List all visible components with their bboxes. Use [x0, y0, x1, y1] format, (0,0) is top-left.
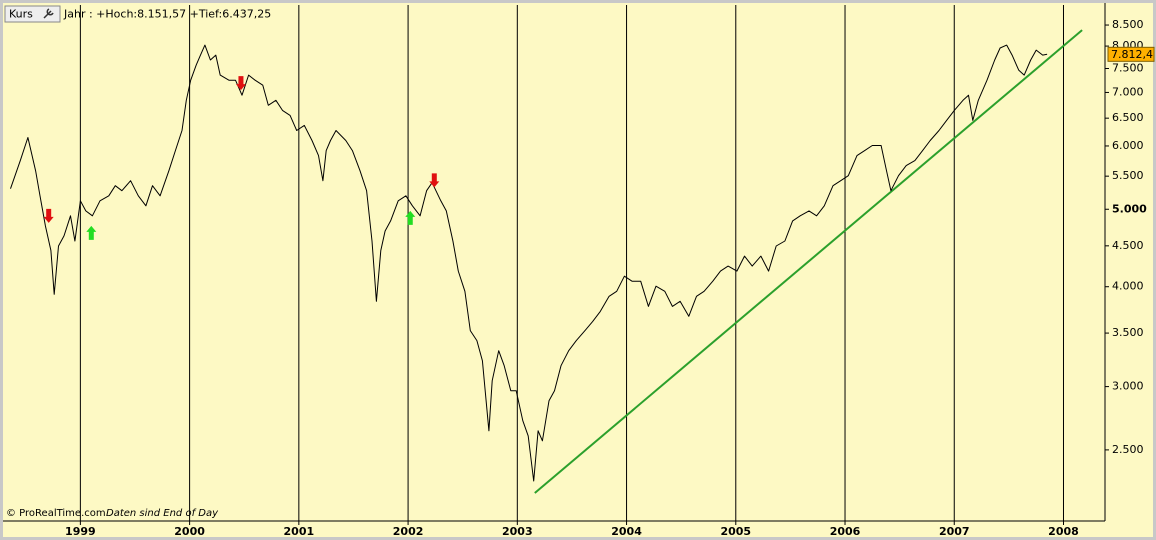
y-tick-label: 6.000 [1112, 139, 1144, 152]
y-tick-label: 5.500 [1112, 169, 1144, 182]
chart-title: Jahr : +Hoch:8.151,57 +Tief:6.437,25 [63, 8, 271, 21]
y-tick-label: 2.500 [1112, 443, 1144, 456]
x-tick-label: 2008 [1048, 525, 1079, 538]
y-tick-label: 5.000 [1112, 202, 1147, 215]
buy-arrow [405, 210, 416, 225]
series-name: Kurs [9, 8, 33, 21]
trendline [534, 29, 1083, 494]
last-value-label: 7.812,4 [1111, 48, 1153, 61]
x-tick-label: 2007 [939, 525, 970, 538]
y-tick-label: 7.500 [1112, 61, 1144, 74]
sell-arrow [429, 173, 440, 188]
x-tick-label: 2004 [611, 525, 642, 538]
chart-background [3, 3, 1153, 537]
y-tick-label: 4.500 [1112, 239, 1144, 252]
x-tick-label: 1999 [65, 525, 96, 538]
x-tick-label: 2003 [502, 525, 533, 538]
y-tick-label: 4.000 [1112, 280, 1144, 293]
price-line [10, 44, 1048, 482]
x-tick-label: 2000 [174, 525, 205, 538]
plot-area: 1999 2000 2001 2002 2003 2004 2005 2006 2007 2008… [10, 5, 1147, 538]
last-value-box [1107, 46, 1155, 62]
y-tick-label: 3.500 [1112, 326, 1144, 339]
note: Daten sind End of Day [106, 508, 219, 519]
x-tick-label: 2006 [830, 525, 861, 538]
y-tick-label: 8.500 [1112, 18, 1144, 31]
sell-arrow [43, 208, 54, 223]
wrench-icon[interactable] [43, 8, 54, 19]
y-tick-label: 3.000 [1112, 380, 1144, 393]
series-button[interactable] [4, 5, 61, 23]
y-tick-label: 6.500 [1112, 111, 1144, 124]
buy-arrow [86, 225, 97, 240]
sell-arrow [235, 76, 246, 91]
y-tick-label: 7.000 [1112, 85, 1144, 98]
x-tick-label: 2001 [284, 525, 315, 538]
source: © ProRealTime.com [6, 508, 106, 519]
x-tick-label: 2005 [720, 525, 751, 538]
x-tick-label: 2002 [393, 525, 424, 538]
